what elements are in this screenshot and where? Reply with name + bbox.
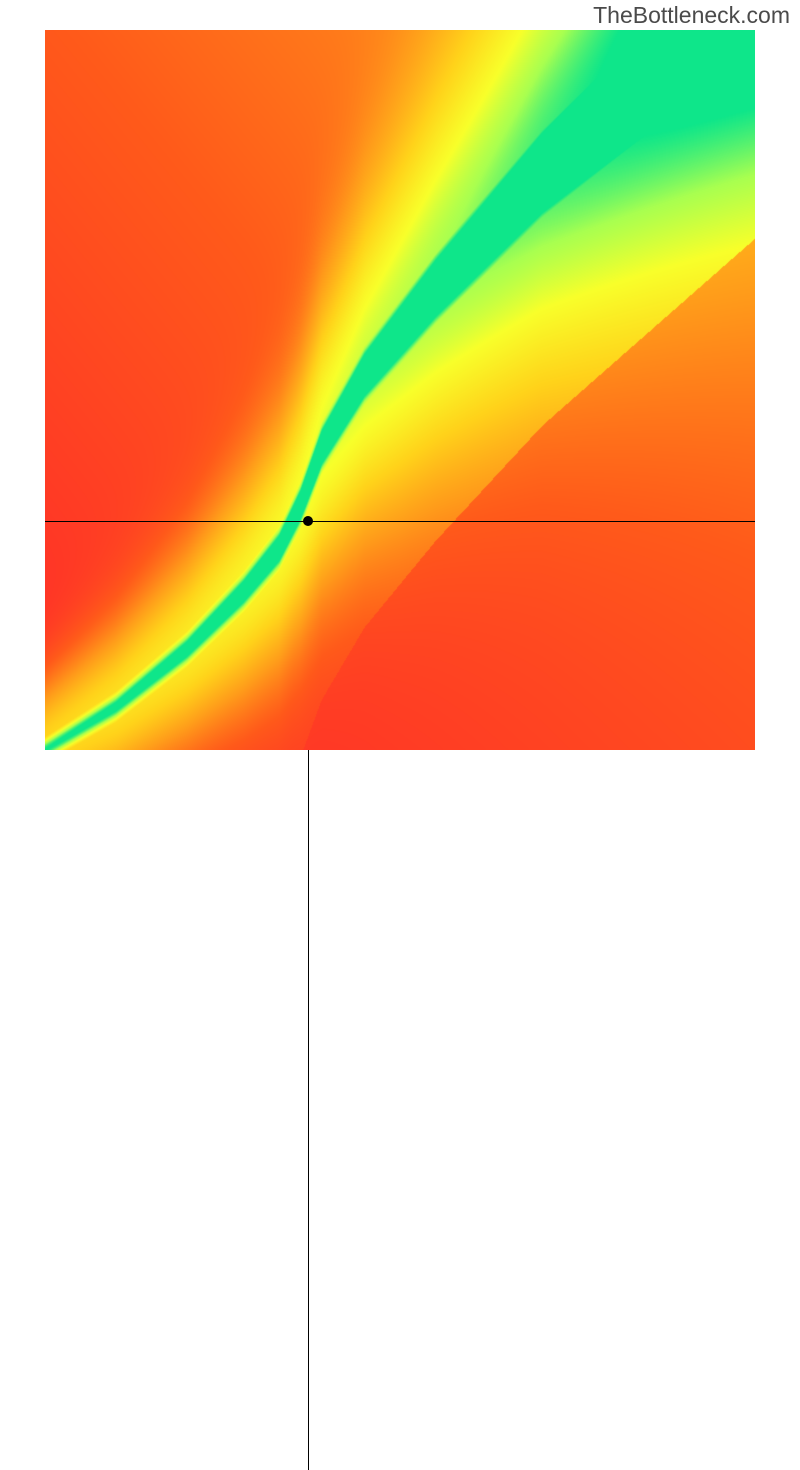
crosshair-marker: [303, 516, 313, 526]
heatmap-canvas: [45, 30, 755, 750]
watermark-text: TheBottleneck.com: [593, 2, 790, 29]
crosshair-vertical: [308, 750, 309, 1470]
crosshair-horizontal: [45, 521, 755, 522]
root: TheBottleneck.com: [0, 0, 800, 800]
heatmap-plot: [45, 30, 755, 750]
